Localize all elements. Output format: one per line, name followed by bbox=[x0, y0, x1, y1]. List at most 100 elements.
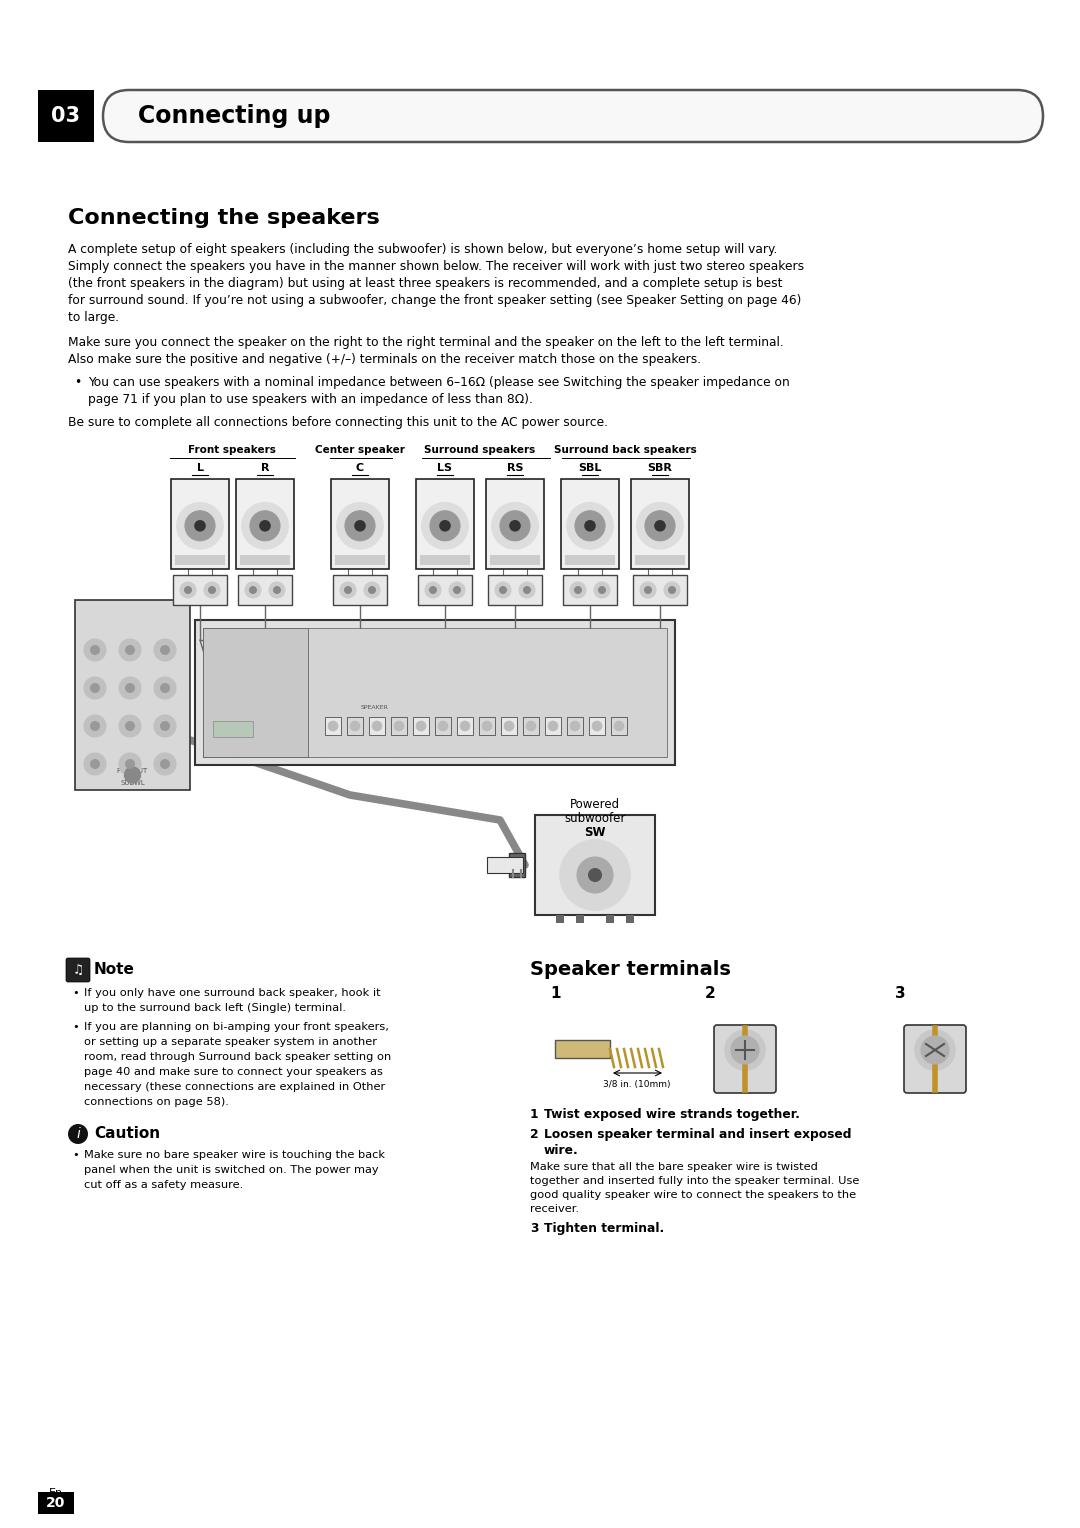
Circle shape bbox=[519, 582, 535, 597]
Bar bbox=[38, 1491, 75, 1514]
Circle shape bbox=[570, 582, 586, 597]
Circle shape bbox=[328, 721, 338, 730]
Circle shape bbox=[340, 582, 356, 597]
Text: or setting up a separate speaker system in another: or setting up a separate speaker system … bbox=[84, 1038, 377, 1047]
Bar bbox=[330, 478, 389, 568]
Circle shape bbox=[160, 645, 170, 656]
Circle shape bbox=[119, 715, 141, 736]
Text: 2: 2 bbox=[705, 986, 716, 1001]
Bar bbox=[555, 1041, 610, 1057]
Circle shape bbox=[921, 1036, 949, 1063]
Bar bbox=[418, 575, 472, 605]
Circle shape bbox=[644, 587, 652, 594]
Circle shape bbox=[594, 582, 610, 597]
Bar bbox=[490, 555, 540, 565]
Text: SBL: SBL bbox=[578, 463, 602, 474]
Bar bbox=[561, 478, 619, 568]
Circle shape bbox=[526, 721, 536, 730]
Circle shape bbox=[208, 587, 216, 594]
Text: Also make sure the positive and negative (+/–) terminals on the receiver match t: Also make sure the positive and negative… bbox=[68, 353, 701, 367]
Text: L: L bbox=[197, 463, 203, 474]
Circle shape bbox=[654, 520, 665, 532]
Text: panel when the unit is switched on. The power may: panel when the unit is switched on. The … bbox=[84, 1164, 379, 1175]
Bar bbox=[238, 575, 292, 605]
Bar bbox=[237, 478, 294, 568]
Circle shape bbox=[615, 721, 624, 730]
Bar bbox=[203, 628, 667, 756]
Bar bbox=[335, 555, 384, 565]
Circle shape bbox=[567, 503, 613, 549]
Bar bbox=[631, 478, 689, 568]
Bar bbox=[240, 555, 291, 565]
Bar bbox=[523, 717, 539, 735]
Bar bbox=[626, 915, 634, 923]
Circle shape bbox=[637, 503, 684, 549]
Bar bbox=[545, 717, 561, 735]
Circle shape bbox=[90, 645, 100, 656]
Circle shape bbox=[430, 510, 460, 541]
Text: wire.: wire. bbox=[544, 1144, 579, 1157]
Text: •: • bbox=[72, 989, 79, 998]
Text: PRE OUT: PRE OUT bbox=[118, 769, 148, 775]
Text: C: C bbox=[356, 463, 364, 474]
Text: (the front speakers in the diagram) but using at least three speakers is recomme: (the front speakers in the diagram) but … bbox=[68, 277, 783, 290]
Circle shape bbox=[125, 645, 135, 656]
Circle shape bbox=[125, 683, 135, 694]
Text: page 40 and make sure to connect your speakers as: page 40 and make sure to connect your sp… bbox=[84, 1067, 383, 1077]
Circle shape bbox=[184, 587, 192, 594]
Circle shape bbox=[249, 587, 257, 594]
Text: If you only have one surround back speaker, hook it: If you only have one surround back speak… bbox=[84, 989, 380, 998]
Circle shape bbox=[640, 582, 656, 597]
Circle shape bbox=[245, 582, 261, 597]
Circle shape bbox=[438, 721, 448, 730]
Bar bbox=[416, 478, 474, 568]
Text: Make sure no bare speaker wire is touching the back: Make sure no bare speaker wire is touchi… bbox=[84, 1151, 384, 1160]
Circle shape bbox=[416, 721, 426, 730]
Bar bbox=[333, 575, 387, 605]
Text: for surround sound. If you’re not using a subwoofer, change the front speaker se: for surround sound. If you’re not using … bbox=[68, 293, 801, 307]
Text: i: i bbox=[76, 1128, 80, 1141]
Bar bbox=[480, 717, 495, 735]
Bar bbox=[565, 555, 615, 565]
Bar bbox=[171, 478, 229, 568]
Bar bbox=[488, 575, 542, 605]
Text: Make sure you connect the speaker on the right to the right terminal and the spe: Make sure you connect the speaker on the… bbox=[68, 336, 784, 348]
Circle shape bbox=[154, 753, 176, 775]
Text: Powered: Powered bbox=[570, 798, 620, 811]
Circle shape bbox=[194, 520, 206, 532]
Circle shape bbox=[84, 639, 106, 662]
Circle shape bbox=[185, 510, 215, 541]
Circle shape bbox=[573, 587, 582, 594]
Text: •: • bbox=[72, 1151, 79, 1160]
Circle shape bbox=[125, 759, 135, 769]
Text: to large.: to large. bbox=[68, 312, 119, 324]
Bar bbox=[325, 717, 341, 735]
Circle shape bbox=[504, 721, 514, 730]
Circle shape bbox=[449, 582, 465, 597]
Circle shape bbox=[429, 587, 437, 594]
Circle shape bbox=[422, 503, 469, 549]
Circle shape bbox=[523, 587, 531, 594]
Circle shape bbox=[119, 677, 141, 698]
Circle shape bbox=[154, 639, 176, 662]
Circle shape bbox=[269, 582, 285, 597]
Circle shape bbox=[372, 721, 382, 730]
Circle shape bbox=[204, 582, 220, 597]
Bar bbox=[369, 717, 384, 735]
Text: If you are planning on bi-amping your front speakers,: If you are planning on bi-amping your fr… bbox=[84, 1022, 389, 1031]
Circle shape bbox=[84, 753, 106, 775]
Bar bbox=[195, 620, 675, 766]
Text: Speaker terminals: Speaker terminals bbox=[530, 960, 731, 979]
Bar bbox=[347, 717, 363, 735]
Text: SBR: SBR bbox=[648, 463, 673, 474]
Text: SW: SW bbox=[584, 827, 606, 839]
Text: Connecting up: Connecting up bbox=[138, 104, 330, 128]
Bar bbox=[606, 915, 615, 923]
Circle shape bbox=[124, 767, 140, 782]
Circle shape bbox=[249, 510, 280, 541]
Circle shape bbox=[68, 1125, 87, 1144]
Text: Caution: Caution bbox=[94, 1126, 160, 1141]
Text: page 71 if you plan to use speakers with an impedance of less than 8Ω).: page 71 if you plan to use speakers with… bbox=[87, 393, 532, 406]
Circle shape bbox=[154, 677, 176, 698]
Text: R: R bbox=[260, 463, 269, 474]
